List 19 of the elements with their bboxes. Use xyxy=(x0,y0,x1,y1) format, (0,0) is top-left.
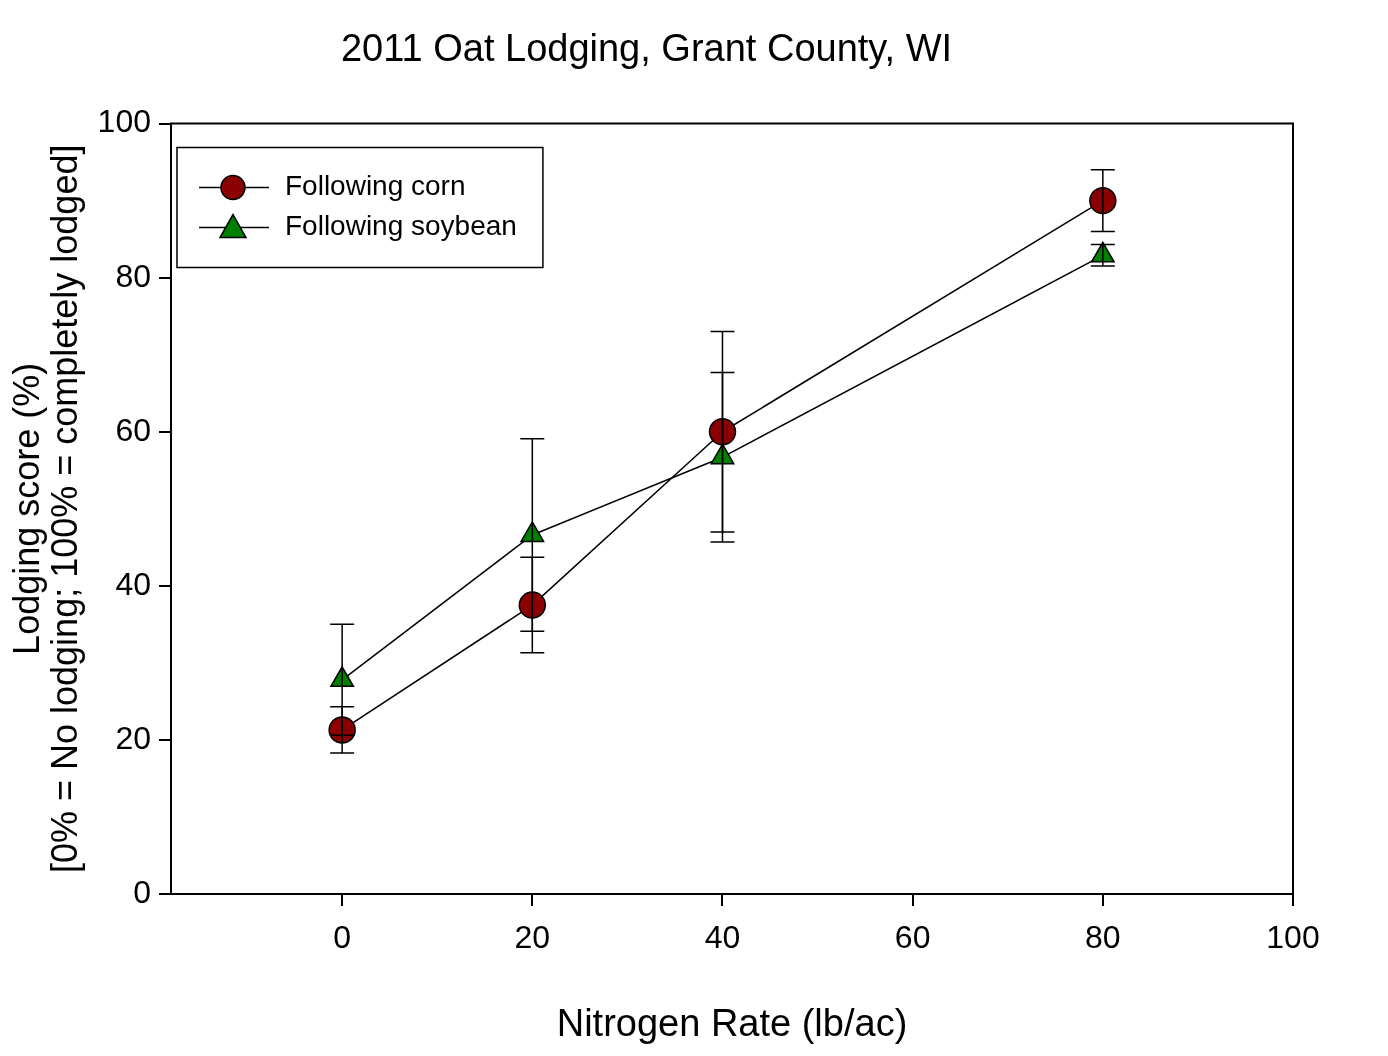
x-tick-label: 60 xyxy=(894,919,931,956)
y-tick-label: 20 xyxy=(115,719,151,756)
x-tick-label: 100 xyxy=(1266,919,1320,956)
point xyxy=(518,591,547,619)
x-tick-label: 20 xyxy=(514,919,551,956)
chart-title: 2011 Oat Lodging, Grant County, WI xyxy=(340,27,953,70)
legend-label: Following soybean xyxy=(284,210,517,242)
legend-label: Following corn xyxy=(284,170,466,202)
x-tick-label: 80 xyxy=(1085,919,1121,956)
x-tick-label: 0 xyxy=(333,919,352,956)
y-tick-label: 0 xyxy=(133,873,151,910)
y-tick-label: 40 xyxy=(115,565,151,602)
y-tick-label: 80 xyxy=(115,257,151,294)
y-tick-label: 60 xyxy=(115,411,151,448)
x-axis-title: Nitrogen Rate (lb/ac) xyxy=(556,1001,908,1044)
y-axis-title: Lodging score (%) [0% = No lodging; 100% = completely lodged] xyxy=(5,144,85,874)
x-tick-label: 40 xyxy=(704,919,741,956)
y-tick-label: 100 xyxy=(97,103,151,140)
point xyxy=(520,521,545,543)
